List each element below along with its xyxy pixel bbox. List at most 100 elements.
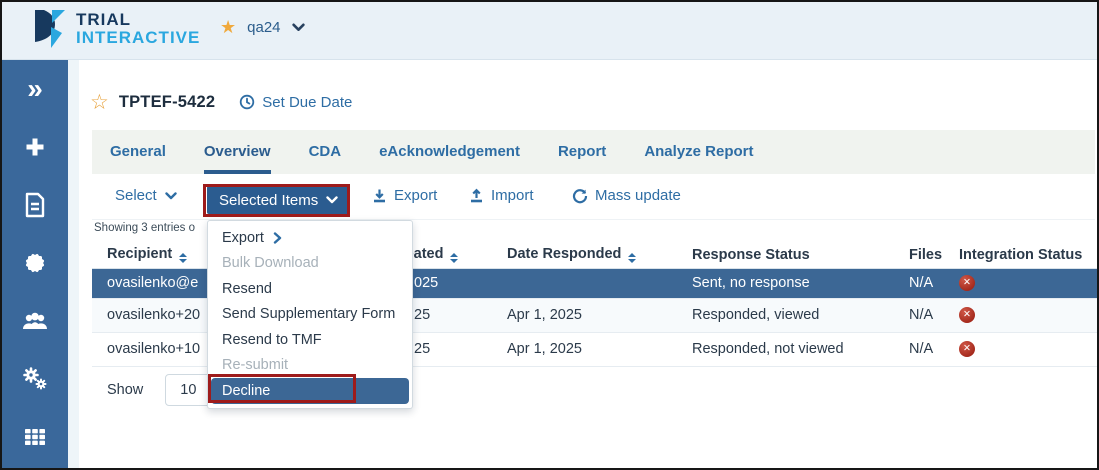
cell-recipient: ovasilenko+10 xyxy=(107,341,201,357)
cell-integration-status xyxy=(947,268,1097,298)
set-due-date-button[interactable]: Set Due Date xyxy=(239,94,352,111)
star-outline-icon[interactable]: ☆ xyxy=(90,90,109,114)
tab-general[interactable]: General xyxy=(110,143,166,160)
brand-line1: TRIAL xyxy=(76,10,132,29)
cell-response-status: Responded, not viewed xyxy=(692,341,844,357)
error-x-icon xyxy=(959,307,975,324)
cell-date-created: 25 xyxy=(414,341,431,357)
selected-items-button[interactable]: Selected Items xyxy=(207,186,351,214)
column-label: Recipient xyxy=(107,246,173,263)
sort-icon xyxy=(450,253,459,264)
burst-icon xyxy=(22,250,48,276)
sidebar-item-add[interactable] xyxy=(2,118,68,176)
selected-items-label: Selected Items xyxy=(219,191,319,209)
export-label: Export xyxy=(394,187,438,204)
chevron-down-icon xyxy=(165,191,177,200)
tab-bar: General Overview CDA eAcknowledgement Re… xyxy=(92,130,1095,174)
import-button[interactable]: Import xyxy=(469,187,534,204)
cell-integration-status xyxy=(947,332,1097,366)
sidebar-item-burst[interactable] xyxy=(2,234,68,292)
users-icon xyxy=(21,309,49,333)
menu-item-export[interactable]: Export xyxy=(208,225,412,251)
tab-overview[interactable]: Overview xyxy=(203,130,271,174)
grid-icon xyxy=(23,427,47,447)
error-x-icon xyxy=(959,341,975,358)
star-icon: ★ xyxy=(220,17,237,37)
tab-report[interactable]: Report xyxy=(557,143,607,160)
tab-analyze-report[interactable]: Analyze Report xyxy=(644,143,754,160)
menu-item-send-supplementary-form[interactable]: Send Supplementary Form xyxy=(222,306,396,323)
cell-response-status: Sent, no response xyxy=(692,275,810,291)
set-due-date-label: Set Due Date xyxy=(262,93,353,111)
column-header-response-status: Response Status xyxy=(682,242,897,268)
sidebar-item-users[interactable] xyxy=(2,292,68,350)
chevron-right-icon xyxy=(273,232,282,244)
export-button[interactable]: Export xyxy=(372,187,437,204)
sidebar-item-expand[interactable]: » xyxy=(2,60,68,118)
brand-wordmark: TRIAL INTERACTIVE xyxy=(76,11,200,47)
cell-files: N/A xyxy=(909,341,934,357)
cell-date-responded xyxy=(497,268,682,298)
menu-item-decline[interactable]: Decline xyxy=(211,378,409,404)
tab-cda[interactable]: CDA xyxy=(308,143,342,160)
column-header-recipient[interactable]: Recipient xyxy=(92,242,337,268)
cell-recipient: ovasilenko@e xyxy=(107,275,199,291)
column-label: Response Status xyxy=(692,246,810,263)
menu-item-bulk-download: Bulk Download xyxy=(222,255,319,272)
sidebar: » xyxy=(2,60,68,468)
workspace-name: qa24 xyxy=(247,18,281,36)
cell-date-created: 025 xyxy=(414,275,439,291)
workspace-selector[interactable]: ★ qa24 xyxy=(220,18,305,36)
column-label: Files xyxy=(909,246,943,263)
cell-date-created: 25 xyxy=(414,307,431,323)
page-title-row: ☆ TPTEF-5422 Set Due Date xyxy=(90,88,352,116)
sidebar-item-grid[interactable] xyxy=(2,408,68,466)
mass-update-label: Mass update xyxy=(595,187,681,204)
brand-logo-icon xyxy=(29,9,71,53)
sidebar-item-documents[interactable] xyxy=(2,176,68,234)
menu-item-resend-to-tmf[interactable]: Resend to TMF xyxy=(222,331,322,348)
cell-date-responded: Apr 1, 2025 xyxy=(507,307,582,323)
chevron-down-icon xyxy=(291,22,305,32)
select-dropdown[interactable]: Select xyxy=(115,187,177,204)
brand-line2: INTERACTIVE xyxy=(76,27,201,47)
cell-files: N/A xyxy=(909,275,934,291)
menu-item-resend[interactable]: Resend xyxy=(222,280,272,297)
cell-recipient: ovasilenko+20 xyxy=(107,307,201,323)
select-label: Select xyxy=(115,187,157,204)
menu-item-resubmit: Re-submit xyxy=(222,357,289,374)
import-label: Import xyxy=(491,187,534,204)
sidebar-item-settings[interactable] xyxy=(2,350,68,408)
top-header: TRIAL INTERACTIVE ★ qa24 xyxy=(2,2,1097,60)
menu-item-label: Export xyxy=(222,229,264,246)
cell-files: N/A xyxy=(909,307,934,323)
refresh-icon xyxy=(572,188,588,204)
show-label: Show xyxy=(107,382,144,398)
plus-icon xyxy=(23,135,47,159)
column-label: Date Responded xyxy=(507,246,622,263)
double-chevron-right-icon: » xyxy=(27,73,43,104)
content-left-gutter xyxy=(68,60,79,468)
document-icon xyxy=(23,192,47,218)
column-header-integration-status: Integration Status xyxy=(947,242,1097,268)
toolbar: Select Selected Items Export Import xyxy=(92,174,1095,220)
selected-items-menu: Export Bulk Download Resend Send Supplem… xyxy=(207,220,413,409)
column-label: Integration Status xyxy=(959,246,1083,263)
sort-icon xyxy=(179,253,188,264)
gears-icon xyxy=(22,366,48,392)
cell-date-responded: Apr 1, 2025 xyxy=(507,341,582,357)
clock-icon xyxy=(239,94,255,110)
upload-icon xyxy=(469,188,484,203)
showing-entries-text: Showing 3 entries o xyxy=(94,222,196,234)
page-title: TPTEF-5422 xyxy=(118,92,216,111)
table-row[interactable]: ovasilenko+10 25 Apr 1, 2025 Responded, … xyxy=(92,332,1097,366)
chevron-down-icon xyxy=(326,196,338,204)
cell-response-status: Responded, viewed xyxy=(692,307,820,323)
mass-update-button[interactable]: Mass update xyxy=(572,187,681,204)
download-icon xyxy=(372,188,387,203)
error-x-icon xyxy=(959,275,975,292)
sort-icon xyxy=(628,253,637,264)
tab-eacknowledgement[interactable]: eAcknowledgement xyxy=(379,143,520,160)
column-header-date-responded[interactable]: Date Responded xyxy=(497,242,682,268)
